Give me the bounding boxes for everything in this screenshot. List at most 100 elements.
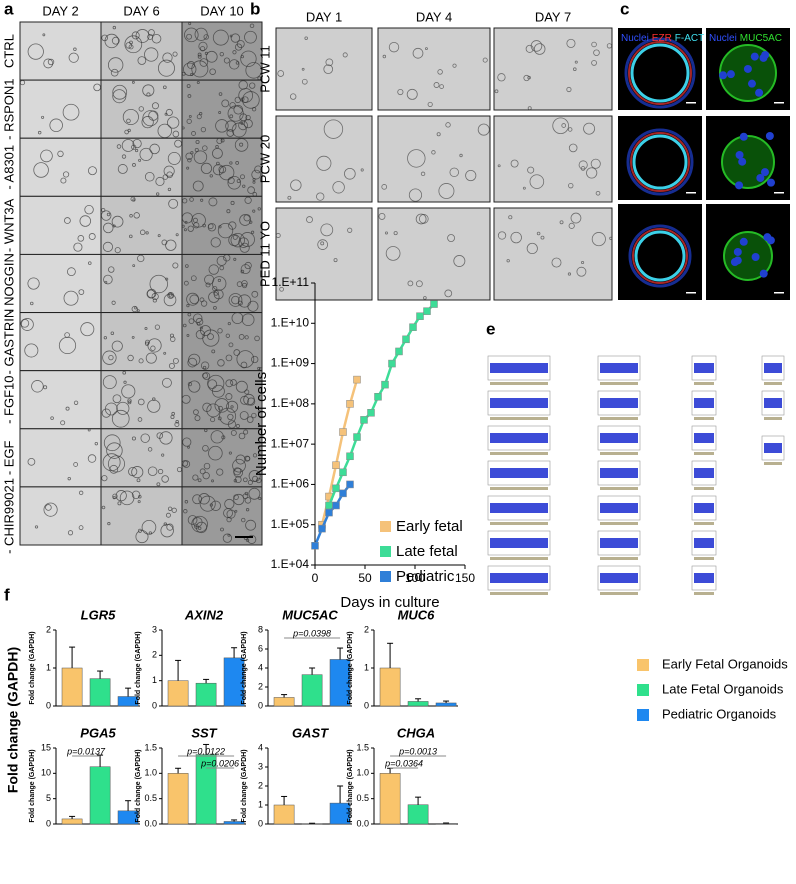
- organoid: [247, 186, 255, 194]
- organoid: [211, 479, 214, 483]
- organoid: [209, 174, 213, 178]
- stain-ring: [634, 230, 686, 282]
- organoid: [161, 453, 165, 457]
- organoid: [238, 237, 249, 248]
- organoid: [232, 234, 238, 240]
- panel-label: a: [4, 0, 14, 18]
- nucleus: [755, 88, 764, 97]
- organoid: [219, 265, 225, 271]
- organoid: [242, 184, 246, 188]
- bar: [379, 773, 401, 825]
- ideogram: [764, 417, 782, 420]
- stain-label: Nuclei: [709, 33, 737, 44]
- organoid: [301, 78, 308, 85]
- y-tick-label: 0: [46, 818, 51, 828]
- legend-label: Late Fetal Organoids: [662, 681, 784, 696]
- point: [339, 468, 347, 477]
- y-tick-label: 0.0: [144, 818, 157, 828]
- cnv-band: [764, 363, 782, 373]
- stain-blob: [723, 231, 773, 281]
- organoid: [101, 34, 108, 42]
- organoid: [226, 400, 239, 413]
- column-label: DAY 6: [123, 3, 159, 18]
- organoid: [187, 357, 198, 368]
- organoid: [235, 423, 240, 429]
- ideogram: [600, 522, 638, 525]
- organoid: [163, 351, 167, 355]
- scale-bar: [774, 192, 784, 194]
- organoid: [162, 377, 172, 388]
- organoid: [111, 340, 123, 352]
- chart-title: GAST: [292, 725, 329, 740]
- organoid: [67, 476, 71, 481]
- y-axis-title: Fold change (GAPDH): [135, 631, 142, 704]
- organoid: [244, 455, 251, 462]
- organoid: [127, 400, 132, 405]
- cnv-band: [490, 398, 548, 408]
- micrograph: [19, 21, 102, 81]
- organoid: [152, 298, 157, 303]
- micrograph: [19, 137, 102, 197]
- organoid: [103, 222, 114, 234]
- organoid: [165, 512, 171, 518]
- organoid: [138, 158, 142, 162]
- y-tick-label: 0: [258, 700, 263, 710]
- organoid: [230, 405, 234, 409]
- organoid: [184, 220, 188, 224]
- stain-label: MUC5AC: [740, 33, 782, 44]
- organoid: [84, 204, 94, 215]
- organoid: [360, 168, 364, 172]
- chart-title: PGA5: [80, 725, 116, 740]
- organoid: [167, 187, 172, 192]
- organoid: [107, 57, 124, 73]
- scale-bar: [686, 102, 696, 104]
- organoid: [606, 43, 612, 49]
- point: [388, 359, 396, 368]
- micrograph: [181, 79, 263, 139]
- organoid: [124, 129, 129, 135]
- organoid: [196, 81, 200, 84]
- cnv-band: [694, 538, 714, 548]
- organoid: [447, 234, 456, 242]
- chart-title: AXIN2: [184, 607, 224, 622]
- organoid: [183, 509, 188, 514]
- organoid: [333, 258, 338, 263]
- y-axis-title: Fold change (GAPDH): [29, 749, 36, 822]
- legend-swatch: [637, 709, 649, 721]
- chart-title: MUC5AC: [282, 607, 338, 622]
- organoid: [94, 441, 98, 446]
- organoid: [453, 255, 466, 267]
- organoid: [188, 318, 195, 325]
- organoid: [134, 306, 138, 310]
- y-tick-label: 0.0: [356, 818, 369, 828]
- scale-bar: [774, 292, 784, 294]
- organoid: [210, 430, 224, 444]
- y-tick-label: 2: [258, 681, 263, 691]
- organoid: [230, 429, 237, 436]
- point: [430, 300, 438, 308]
- panel-label: f: [4, 585, 10, 604]
- y-tick-label: 0.5: [144, 793, 157, 803]
- legend-swatch: [637, 659, 649, 671]
- organoid: [233, 257, 237, 261]
- organoid: [131, 80, 135, 84]
- organoid: [147, 399, 161, 413]
- micrograph: [100, 312, 183, 372]
- ideogram: [600, 592, 638, 595]
- cnv-band: [694, 468, 714, 478]
- cnv-band: [694, 433, 714, 443]
- organoid: [166, 523, 174, 531]
- organoid: [229, 114, 234, 119]
- organoid: [147, 447, 153, 452]
- organoid: [238, 120, 248, 131]
- organoid: [342, 52, 348, 58]
- organoid: [247, 480, 253, 486]
- y-tick-label: 4: [258, 742, 263, 752]
- point: [409, 323, 417, 331]
- stain-blob: [721, 135, 775, 189]
- x-tick-label: 0: [312, 571, 319, 585]
- y-tick-label: 2: [258, 780, 263, 790]
- micrograph: [19, 370, 102, 430]
- organoid: [183, 62, 197, 76]
- organoid: [561, 123, 567, 128]
